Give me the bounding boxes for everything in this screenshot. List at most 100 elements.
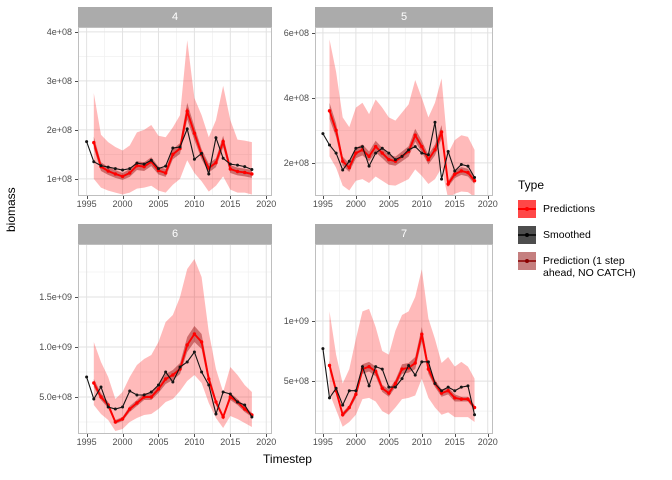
facet-panel-7 <box>315 244 493 434</box>
x-tick-label: 2010 <box>184 199 205 209</box>
facet-panel-6 <box>78 244 272 434</box>
y-tick-label: 6e+08 <box>283 27 309 38</box>
x-tick-mark <box>388 196 390 199</box>
x-tick-mark <box>454 196 456 199</box>
x-tick-mark <box>230 434 232 437</box>
x-tick-label: 2020 <box>256 199 277 209</box>
x-tick-label: 2015 <box>444 437 465 447</box>
x-tick-mark <box>388 434 390 437</box>
panel-border <box>315 244 493 434</box>
smoothed-points <box>321 120 477 181</box>
x-tick-mark <box>158 434 160 437</box>
facet-strip-6: 6 <box>78 224 272 244</box>
y-tick-label: 1.0e+09 <box>39 342 72 352</box>
x-tick-label: 2015 <box>220 437 241 447</box>
x-tick-mark <box>487 196 489 199</box>
x-tick-mark <box>421 196 423 199</box>
no-catch-key-icon <box>518 252 536 270</box>
x-axis-title: Timestep <box>263 452 312 466</box>
facet-5-plot <box>315 27 493 199</box>
y-tick-mark <box>75 31 78 33</box>
smoothed-key-icon <box>518 226 536 244</box>
x-tick-mark <box>487 434 489 437</box>
x-tick-label: 2005 <box>378 437 399 447</box>
x-tick-label: 1995 <box>76 199 97 209</box>
x-tick-mark <box>454 434 456 437</box>
x-tick-label: 2010 <box>184 437 205 447</box>
facet-6-plot <box>78 244 272 434</box>
x-tick-mark <box>86 196 88 199</box>
smoothed-points <box>85 127 254 176</box>
y-tick-label: 2e+08 <box>283 157 309 168</box>
x-tick-label: 1995 <box>312 437 333 447</box>
legend-title: Type <box>518 178 545 192</box>
legend-item-no-catch: Prediction (1 step ahead, NO CATCH) <box>518 252 668 279</box>
smoothed-points <box>321 347 477 417</box>
x-tick-mark <box>322 434 324 437</box>
x-tick-mark <box>355 196 357 199</box>
legend-item-smoothed: Smoothed <box>518 226 668 244</box>
x-tick-mark <box>230 196 232 199</box>
y-tick-mark <box>75 80 78 82</box>
smoothed-line <box>322 122 476 180</box>
facet-strip-5: 5 <box>315 7 493 27</box>
x-tick-label: 1995 <box>76 437 97 447</box>
y-tick-mark <box>312 32 315 34</box>
legend-label: Predictions <box>543 203 595 215</box>
panel-border <box>78 27 272 196</box>
no-catch-band <box>329 326 475 418</box>
x-tick-mark <box>194 196 196 199</box>
x-tick-label: 2020 <box>477 437 498 447</box>
y-tick-mark <box>312 381 315 383</box>
y-tick-label: 3e+08 <box>46 75 72 86</box>
y-tick-mark <box>312 320 315 322</box>
y-tick-mark <box>75 129 78 131</box>
y-tick-mark <box>312 97 315 99</box>
x-tick-label: 2000 <box>112 199 133 209</box>
x-tick-label: 2005 <box>378 199 399 209</box>
x-tick-mark <box>322 196 324 199</box>
y-tick-mark <box>75 397 78 398</box>
legend: Type Predictions Smoothed Prediction (1 … <box>518 178 668 287</box>
facet-panel-4 <box>78 27 272 196</box>
x-tick-mark <box>122 434 124 437</box>
y-tick-mark <box>75 347 78 348</box>
legend-label: Smoothed <box>543 229 591 241</box>
x-tick-mark <box>266 434 268 437</box>
y-tick-label: 1e+08 <box>46 173 72 184</box>
y-tick-label: 5e+08 <box>283 376 309 387</box>
y-tick-label: 4e+08 <box>283 92 309 103</box>
x-tick-label: 2010 <box>411 437 432 447</box>
x-tick-label: 2015 <box>220 199 241 209</box>
x-tick-label: 2005 <box>148 437 169 447</box>
x-tick-mark <box>421 434 423 437</box>
legend-label: Prediction (1 step ahead, NO CATCH) <box>543 255 636 279</box>
predictions-key-icon <box>518 200 536 218</box>
x-tick-mark <box>86 434 88 437</box>
panel-border <box>78 244 272 434</box>
facet-strip-4: 4 <box>78 7 272 27</box>
major-gridlines <box>78 244 272 434</box>
facet-7-plot <box>315 244 493 434</box>
legend-item-predictions: Predictions <box>518 200 668 218</box>
x-tick-mark <box>355 434 357 437</box>
y-tick-label: 1e+09 <box>283 315 309 326</box>
x-tick-mark <box>194 434 196 437</box>
panel-border <box>315 27 493 196</box>
facet-strip-7: 7 <box>315 224 493 244</box>
x-tick-mark <box>122 196 124 199</box>
x-tick-label: 2010 <box>411 199 432 209</box>
y-tick-label: 5.0e+08 <box>39 392 72 402</box>
y-tick-mark <box>75 178 78 180</box>
facet-panel-5 <box>315 27 493 199</box>
x-tick-label: 2000 <box>112 437 133 447</box>
minor-gridlines <box>78 27 272 196</box>
y-tick-label: 4e+08 <box>46 26 72 37</box>
y-tick-mark <box>312 162 315 164</box>
facet-4-plot <box>78 27 272 196</box>
x-tick-label: 1995 <box>312 199 333 209</box>
y-tick-label: 1.5e+09 <box>39 292 72 302</box>
x-tick-label: 2020 <box>256 437 277 447</box>
y-tick-label: 2e+08 <box>46 124 72 135</box>
